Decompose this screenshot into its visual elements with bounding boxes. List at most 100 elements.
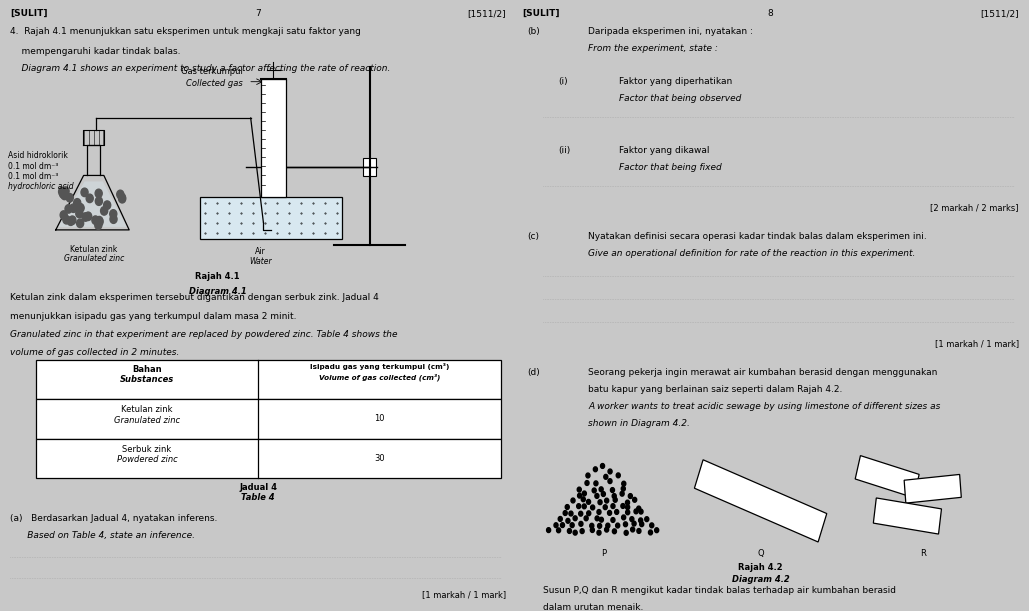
Circle shape — [116, 190, 123, 199]
Text: Granulated zinc: Granulated zinc — [64, 254, 123, 263]
Circle shape — [615, 523, 619, 528]
Text: Faktor yang diperhatikan: Faktor yang diperhatikan — [618, 78, 732, 86]
Circle shape — [61, 191, 68, 200]
Circle shape — [95, 189, 102, 197]
Circle shape — [62, 188, 69, 197]
Circle shape — [637, 506, 641, 511]
Text: batu kapur yang berlainan saiz seperti dalam Rajah 4.2.: batu kapur yang berlainan saiz seperti d… — [589, 386, 843, 394]
Circle shape — [649, 523, 653, 528]
Circle shape — [616, 473, 620, 478]
Text: (ii): (ii) — [558, 147, 570, 155]
Circle shape — [612, 529, 616, 534]
Circle shape — [591, 528, 595, 532]
Text: Factor that being fixed: Factor that being fixed — [618, 163, 721, 172]
Text: A worker wants to treat acidic sewage by using limestone of different sizes as: A worker wants to treat acidic sewage by… — [589, 402, 941, 411]
Text: (c): (c) — [528, 232, 540, 241]
Circle shape — [96, 218, 103, 226]
Circle shape — [76, 210, 83, 218]
Bar — [36, 399, 501, 439]
Circle shape — [81, 188, 88, 197]
Circle shape — [59, 188, 66, 196]
Text: R: R — [920, 549, 925, 558]
Bar — [260, 79, 286, 197]
Circle shape — [601, 464, 605, 469]
Circle shape — [565, 505, 569, 510]
Circle shape — [104, 201, 111, 210]
Circle shape — [597, 530, 601, 535]
Circle shape — [554, 523, 558, 528]
Circle shape — [603, 505, 607, 510]
Text: (b): (b) — [528, 27, 540, 36]
Text: (i): (i) — [558, 78, 568, 86]
Circle shape — [110, 215, 117, 224]
Circle shape — [118, 194, 126, 203]
Text: Granulated zinc in that experiment are replaced by powdered zinc. Table 4 shows : Granulated zinc in that experiment are r… — [10, 330, 397, 338]
Circle shape — [576, 503, 580, 508]
Circle shape — [604, 474, 608, 479]
Text: dalam urutan menaik.: dalam urutan menaik. — [543, 602, 643, 611]
Text: Asid hidroklorik: Asid hidroklorik — [7, 152, 68, 160]
Text: Ketulan zink: Ketulan zink — [121, 405, 173, 414]
Circle shape — [625, 530, 629, 535]
Circle shape — [595, 494, 599, 499]
Text: Isipadu gas yang terkumpul (cm³): Isipadu gas yang terkumpul (cm³) — [310, 363, 450, 370]
Circle shape — [63, 216, 70, 224]
Circle shape — [605, 527, 609, 532]
Circle shape — [92, 216, 99, 224]
Circle shape — [620, 491, 625, 496]
Circle shape — [587, 511, 591, 516]
Circle shape — [580, 529, 584, 533]
Text: Jadual 4: Jadual 4 — [240, 483, 277, 492]
Circle shape — [582, 491, 587, 496]
Text: 10: 10 — [375, 414, 385, 423]
Circle shape — [578, 511, 582, 516]
Text: Diagram 4.1 shows an experiment to study a factor affecting the rate of reaction: Diagram 4.1 shows an experiment to study… — [10, 64, 391, 73]
Circle shape — [610, 488, 614, 492]
Circle shape — [66, 194, 73, 202]
Text: Substances: Substances — [119, 375, 174, 384]
Text: Ketulan zink dalam eksperimen tersebut digantikan dengan serbuk zink. Jadual 4: Ketulan zink dalam eksperimen tersebut d… — [10, 293, 379, 302]
Text: Rajah 4.2: Rajah 4.2 — [738, 563, 783, 572]
Circle shape — [608, 469, 612, 474]
Circle shape — [95, 221, 102, 229]
Text: 0.1 mol dm⁻³: 0.1 mol dm⁻³ — [7, 172, 58, 181]
Text: [1 markah / 1 mark]: [1 markah / 1 mark] — [422, 590, 506, 599]
Circle shape — [590, 524, 594, 528]
Text: [1511/2]: [1511/2] — [468, 9, 506, 18]
Circle shape — [597, 510, 601, 514]
Circle shape — [607, 510, 611, 515]
Text: Water: Water — [249, 257, 272, 266]
Text: Faktor yang dikawal: Faktor yang dikawal — [618, 147, 709, 155]
Text: 30: 30 — [375, 454, 385, 463]
Circle shape — [84, 212, 92, 221]
Circle shape — [65, 205, 72, 213]
Bar — [36, 439, 501, 478]
Circle shape — [629, 494, 633, 499]
Circle shape — [594, 467, 598, 472]
Bar — [363, 158, 376, 176]
Circle shape — [622, 486, 626, 491]
Circle shape — [586, 473, 590, 478]
Circle shape — [74, 199, 80, 207]
Circle shape — [624, 522, 628, 527]
Text: Air: Air — [255, 247, 267, 257]
Circle shape — [69, 216, 76, 224]
Circle shape — [630, 517, 634, 522]
Text: Gas terkumpul: Gas terkumpul — [181, 67, 243, 76]
Text: Ketulan zink: Ketulan zink — [70, 245, 117, 254]
Circle shape — [577, 487, 581, 492]
Bar — [855, 456, 919, 498]
Circle shape — [567, 529, 571, 533]
Circle shape — [82, 213, 88, 221]
Circle shape — [60, 189, 67, 198]
Text: Serbuk zink: Serbuk zink — [122, 445, 172, 453]
Circle shape — [573, 516, 577, 521]
Text: From the experiment, state :: From the experiment, state : — [589, 44, 718, 53]
Text: Q: Q — [757, 549, 764, 558]
Text: Factor that being observed: Factor that being observed — [618, 94, 741, 103]
Circle shape — [595, 516, 599, 521]
Text: [SULIT]: [SULIT] — [10, 9, 47, 18]
Text: Nyatakan definisi secara operasi kadar tindak balas dalam eksperimen ini.: Nyatakan definisi secara operasi kadar t… — [589, 232, 927, 241]
Text: [1511/2]: [1511/2] — [981, 9, 1019, 18]
Circle shape — [622, 515, 626, 520]
